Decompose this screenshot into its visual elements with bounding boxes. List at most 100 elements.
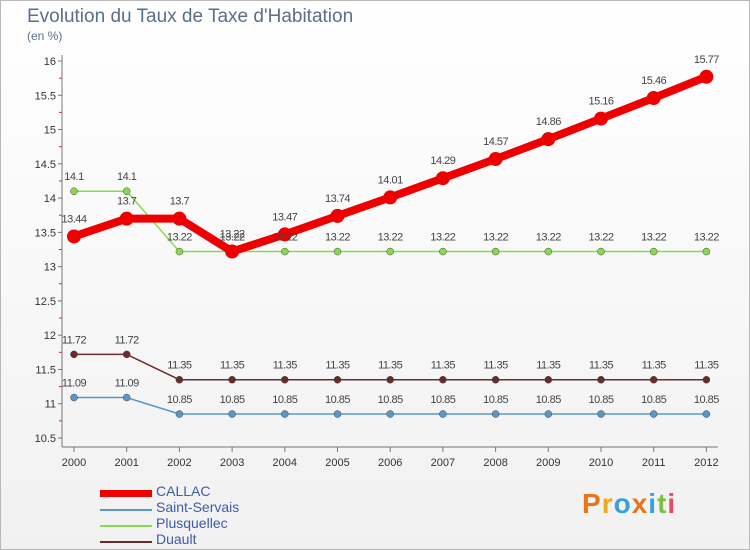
data-label: 13.22 xyxy=(220,229,245,241)
data-label: 13.22 xyxy=(694,232,719,244)
data-label: 11.35 xyxy=(431,360,456,372)
y-tick-label: 13 xyxy=(44,262,56,274)
data-label: 14.1 xyxy=(117,171,137,183)
data-point xyxy=(597,375,605,384)
data-point xyxy=(649,375,658,384)
data-label: 14.01 xyxy=(378,174,403,186)
data-point xyxy=(228,410,236,418)
data-point xyxy=(333,247,342,256)
data-label: 15.77 xyxy=(694,54,719,66)
brand-letter: t xyxy=(657,488,668,519)
y-tick-label: 15.5 xyxy=(35,90,56,102)
data-point xyxy=(491,410,500,418)
data-label: 11.72 xyxy=(115,334,140,346)
data-point xyxy=(175,247,184,256)
x-tick-label: 2007 xyxy=(431,457,455,469)
data-label: 10.85 xyxy=(220,394,245,406)
data-point xyxy=(649,247,658,256)
data-point xyxy=(439,410,447,418)
x-tick-label: 2000 xyxy=(62,457,86,469)
data-point xyxy=(122,187,131,195)
data-label: 10.85 xyxy=(167,394,192,406)
data-label: 13.44 xyxy=(61,213,86,225)
x-tick-label: 2004 xyxy=(273,457,297,469)
data-label: 11.35 xyxy=(536,360,561,372)
data-label: 11.35 xyxy=(273,360,298,372)
data-point xyxy=(597,410,605,418)
y-tick-label: 10.5 xyxy=(35,433,56,445)
data-label: 14.29 xyxy=(430,155,455,167)
data-point xyxy=(386,410,394,418)
data-label: 10.85 xyxy=(272,394,297,406)
y-tick-label: 14 xyxy=(44,193,56,205)
x-tick-label: 2002 xyxy=(167,457,191,469)
data-label: 13.47 xyxy=(272,211,297,223)
brand-letter: P xyxy=(582,488,602,519)
data-point xyxy=(333,410,342,418)
data-label: 11.35 xyxy=(589,360,614,372)
data-label: 11.35 xyxy=(167,360,192,372)
data-point xyxy=(70,350,78,359)
data-point xyxy=(491,247,500,256)
x-tick-label: 2012 xyxy=(694,457,718,469)
data-label: 10.85 xyxy=(325,394,350,406)
data-point xyxy=(435,171,450,186)
data-label: 13.22 xyxy=(220,232,245,244)
brand-letter: o xyxy=(613,488,632,519)
data-label: 13.7 xyxy=(170,196,190,208)
data-label: 10.85 xyxy=(378,394,403,406)
data-point xyxy=(330,208,345,223)
legend-label: Saint-Servais xyxy=(156,499,240,515)
data-label: 13.22 xyxy=(325,232,350,244)
y-tick-label: 12 xyxy=(44,330,56,342)
data-point xyxy=(544,410,553,418)
data-label: 13.22 xyxy=(272,232,297,244)
data-point xyxy=(281,247,289,256)
data-point xyxy=(122,350,131,359)
brand-letter: i xyxy=(667,488,677,519)
data-label: 14.1 xyxy=(64,171,84,183)
legend-swatch xyxy=(100,525,152,527)
data-label: 14.57 xyxy=(483,136,508,148)
data-point xyxy=(70,187,78,195)
data-label: 11.72 xyxy=(62,334,87,346)
data-point xyxy=(702,375,711,384)
data-point xyxy=(172,211,187,226)
data-point xyxy=(67,229,81,244)
y-tick-label: 15 xyxy=(44,125,56,137)
data-point xyxy=(277,227,292,242)
chart-title: Evolution du Taux de Taxe d'Habitation xyxy=(27,6,354,27)
x-tick-label: 2006 xyxy=(378,457,402,469)
legend-label: CALLAC xyxy=(156,483,211,499)
data-point xyxy=(175,375,184,384)
brand-letter: x xyxy=(631,488,649,519)
legend-label: Plusquellec xyxy=(156,515,228,531)
y-tick-label: 13.5 xyxy=(35,227,56,239)
data-point xyxy=(649,410,658,418)
data-label: 15.16 xyxy=(588,96,613,108)
data-label: 11.35 xyxy=(220,360,245,372)
data-label: 13.22 xyxy=(167,232,192,244)
data-point xyxy=(386,375,394,384)
brand-letter: r xyxy=(601,488,614,519)
data-label: 13.7 xyxy=(117,196,137,208)
data-point xyxy=(597,247,605,256)
x-tick-label: 2009 xyxy=(536,457,560,469)
legend-swatch xyxy=(100,541,152,543)
data-point xyxy=(702,410,711,418)
data-point xyxy=(439,247,447,256)
y-tick-label: 16 xyxy=(44,56,56,68)
data-label: 11.09 xyxy=(62,378,87,390)
brand-letter: i xyxy=(648,488,658,519)
data-label: 10.85 xyxy=(483,394,508,406)
data-point xyxy=(439,375,447,384)
legend-label: Duault xyxy=(156,531,197,547)
data-point xyxy=(544,247,553,256)
y-tick-label: 11 xyxy=(45,399,56,411)
x-tick-label: 2003 xyxy=(220,457,244,469)
data-label: 11.35 xyxy=(483,360,508,372)
data-label: 11.35 xyxy=(642,360,667,372)
x-tick-label: 2001 xyxy=(114,457,138,469)
data-point xyxy=(70,393,78,402)
